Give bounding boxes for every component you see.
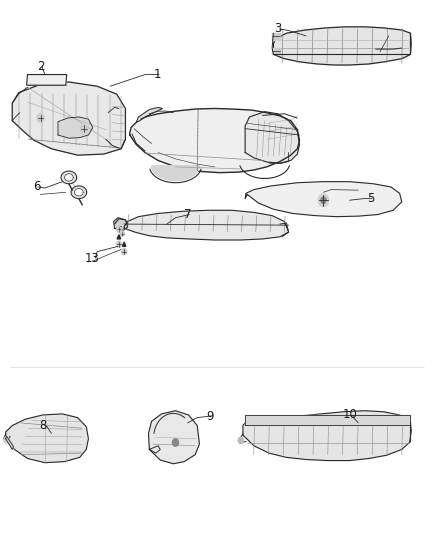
Polygon shape <box>74 189 83 196</box>
Circle shape <box>4 437 9 443</box>
Circle shape <box>318 194 328 207</box>
Text: 1: 1 <box>154 68 161 81</box>
Polygon shape <box>124 211 289 240</box>
Polygon shape <box>148 411 199 464</box>
Polygon shape <box>61 171 77 184</box>
Polygon shape <box>6 436 14 449</box>
Bar <box>272 48 280 54</box>
Circle shape <box>120 231 124 236</box>
Polygon shape <box>273 27 410 65</box>
Polygon shape <box>58 117 93 138</box>
Text: 13: 13 <box>85 252 100 264</box>
Text: 8: 8 <box>40 419 47 432</box>
Polygon shape <box>122 242 126 246</box>
Circle shape <box>117 227 121 232</box>
Polygon shape <box>152 166 199 181</box>
Text: 10: 10 <box>343 408 357 422</box>
Polygon shape <box>243 411 410 461</box>
Circle shape <box>116 241 121 247</box>
Circle shape <box>173 439 179 446</box>
Circle shape <box>37 114 44 122</box>
Polygon shape <box>245 182 402 216</box>
Polygon shape <box>6 414 88 463</box>
Circle shape <box>81 124 88 133</box>
Polygon shape <box>136 108 162 122</box>
Text: 2: 2 <box>37 60 45 72</box>
Circle shape <box>238 437 244 443</box>
Text: 3: 3 <box>274 22 282 36</box>
Polygon shape <box>245 415 410 424</box>
Text: 5: 5 <box>367 192 374 205</box>
Polygon shape <box>12 82 125 155</box>
Polygon shape <box>245 112 300 163</box>
Circle shape <box>121 248 127 255</box>
Circle shape <box>321 197 326 204</box>
Polygon shape <box>64 174 73 181</box>
Polygon shape <box>114 217 127 230</box>
Polygon shape <box>71 186 87 199</box>
Text: 6: 6 <box>33 181 40 193</box>
Polygon shape <box>117 235 120 239</box>
Bar <box>272 33 280 39</box>
Polygon shape <box>130 109 300 173</box>
Text: 9: 9 <box>206 409 213 423</box>
Polygon shape <box>27 75 67 85</box>
Text: 7: 7 <box>184 208 192 221</box>
